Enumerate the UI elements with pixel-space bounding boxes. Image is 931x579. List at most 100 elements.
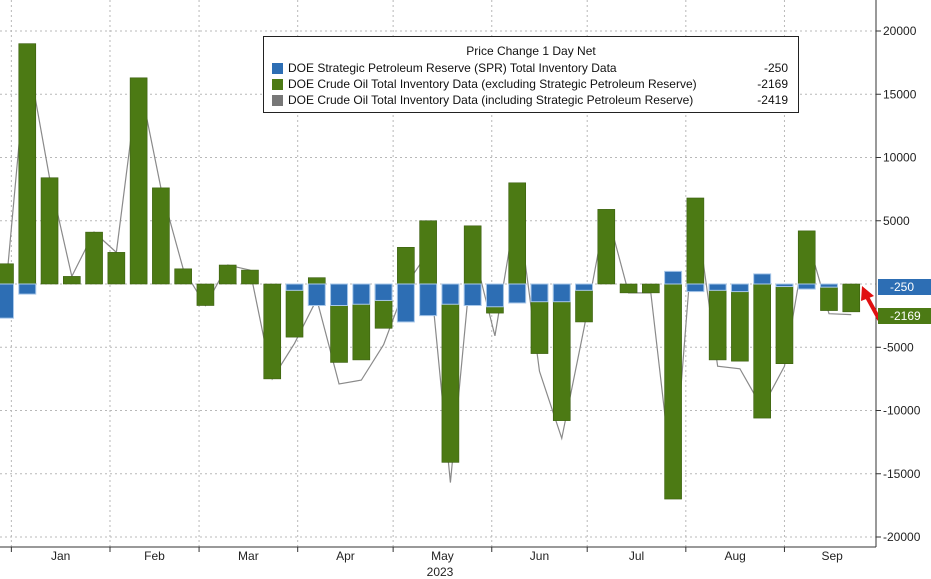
y-tick-label: -15000 xyxy=(883,467,921,481)
legend-value-crude-incl-spr: -2419 xyxy=(757,93,788,107)
x-tick-label: Aug xyxy=(724,549,745,563)
bar-crude-ex-spr xyxy=(642,283,660,294)
bar-spr xyxy=(508,283,527,304)
bar-crude-ex-spr xyxy=(775,283,794,364)
last-value-tag-spr: -250 xyxy=(878,279,931,295)
bar-crude-ex-spr xyxy=(397,247,415,285)
bar-spr xyxy=(552,283,571,303)
legend-item-crude-incl-spr: DOE Crude Oil Total Inventory Data (incl… xyxy=(272,93,790,108)
legend-label-crude-ex-spr: DOE Crude Oil Total Inventory Data (excl… xyxy=(288,77,697,91)
bar-crude-ex-spr xyxy=(664,283,682,500)
bar-crude-ex-spr xyxy=(40,177,59,285)
bar-crude-ex-spr xyxy=(241,269,259,285)
bar-spr xyxy=(664,270,683,285)
bar-crude-ex-spr xyxy=(107,252,126,285)
y-tick-label: -10000 xyxy=(883,404,921,418)
bar-crude-ex-spr xyxy=(820,283,838,311)
legend-label-spr: DOE Strategic Petroleum Reserve (SPR) To… xyxy=(288,61,617,75)
red-arrow-shaft xyxy=(865,295,881,321)
bar-spr xyxy=(753,273,772,285)
y-tick-label: 10000 xyxy=(883,151,917,165)
legend-swatch-crude-incl-spr xyxy=(272,95,283,106)
bar-spr xyxy=(374,283,393,301)
bar-crude-ex-spr xyxy=(18,43,37,285)
bar-spr xyxy=(307,283,326,307)
year-label: 2023 xyxy=(427,565,454,579)
bar-spr xyxy=(708,283,727,291)
bar-crude-ex-spr xyxy=(0,263,14,285)
bar-spr xyxy=(0,283,14,319)
y-tick-label: 20000 xyxy=(883,24,917,38)
bar-spr xyxy=(285,283,304,291)
bar-spr xyxy=(530,283,549,303)
bar-crude-ex-spr xyxy=(597,209,616,285)
x-axis-ticks: Jan Feb Mar Apr May Jun Jul Aug Sep xyxy=(10,547,843,563)
bar-spr xyxy=(485,283,504,308)
bar-spr xyxy=(730,283,749,293)
bar-crude-ex-spr xyxy=(619,283,638,294)
legend: Price Change 1 Day Net DOE Strategic Pet… xyxy=(263,36,799,113)
bar-crude-ex-spr xyxy=(196,283,215,306)
x-tick-label: May xyxy=(431,549,454,563)
bar-spr xyxy=(441,283,460,305)
bar-spr xyxy=(463,283,482,307)
bar-spr xyxy=(819,283,838,288)
bar-crude-ex-spr xyxy=(753,283,771,419)
x-tick-label: Jul xyxy=(629,549,644,563)
bar-crude-ex-spr xyxy=(842,283,861,313)
legend-value-spr: -250 xyxy=(763,61,788,75)
x-tick-label: Jan xyxy=(51,549,70,563)
bar-crude-ex-spr xyxy=(152,187,170,285)
bar-crude-ex-spr xyxy=(285,283,304,338)
bar-crude-ex-spr xyxy=(129,77,148,285)
bar-spr xyxy=(18,283,37,295)
bar-crude-ex-spr xyxy=(218,264,237,285)
y-tick-label: -20000 xyxy=(883,530,921,544)
bar-spr xyxy=(352,283,371,305)
y-tick-label: -5000 xyxy=(883,340,914,354)
crude-ex-spr-bars xyxy=(0,43,861,500)
bar-crude-ex-spr xyxy=(731,283,749,362)
legend-swatch-crude-ex-spr xyxy=(272,79,283,90)
bar-crude-ex-spr xyxy=(708,283,727,361)
bar-crude-ex-spr xyxy=(552,283,571,421)
legend-swatch-spr xyxy=(272,63,283,74)
legend-item-spr: DOE Strategic Petroleum Reserve (SPR) To… xyxy=(272,61,790,76)
bar-spr xyxy=(419,283,438,317)
bar-crude-ex-spr xyxy=(463,225,482,285)
y-axis-ticks: 20000 15000 10000 5000 -5000 -10000 -15000 -200… xyxy=(876,24,921,544)
bar-crude-ex-spr xyxy=(686,197,705,285)
y-tick-label: 15000 xyxy=(883,87,917,101)
bar-crude-ex-spr xyxy=(85,231,103,285)
bar-spr xyxy=(686,283,705,293)
bar-spr xyxy=(797,283,816,290)
spr-bars xyxy=(0,270,838,323)
bar-crude-ex-spr xyxy=(508,182,527,285)
bar-crude-ex-spr xyxy=(174,268,192,285)
red-arrow-icon xyxy=(861,286,881,321)
x-tick-label: Apr xyxy=(336,549,355,563)
x-tick-label: Sep xyxy=(821,549,843,563)
bar-crude-ex-spr xyxy=(441,283,460,463)
bar-spr xyxy=(396,283,415,323)
axes xyxy=(0,0,877,548)
x-tick-label: Mar xyxy=(238,549,259,563)
x-tick-label: Feb xyxy=(144,549,165,563)
legend-title: Price Change 1 Day Net xyxy=(466,44,596,58)
last-value-tag-crude-ex-spr: -2169 xyxy=(878,308,931,324)
bar-spr xyxy=(775,283,794,288)
bar-spr xyxy=(330,283,349,307)
legend-item-crude-ex-spr: DOE Crude Oil Total Inventory Data (excl… xyxy=(272,77,790,92)
bar-crude-ex-spr xyxy=(419,220,437,285)
bar-crude-ex-spr xyxy=(307,277,326,285)
red-arrow-head xyxy=(861,286,874,301)
y-tick-label: 5000 xyxy=(883,214,910,228)
x-tick-label: Jun xyxy=(530,549,549,563)
legend-value-crude-ex-spr: -2169 xyxy=(757,77,788,91)
bar-crude-ex-spr xyxy=(63,276,81,285)
legend-label-crude-incl-spr: DOE Crude Oil Total Inventory Data (incl… xyxy=(288,93,694,107)
bar-spr xyxy=(575,283,594,291)
bar-crude-ex-spr xyxy=(797,230,816,285)
